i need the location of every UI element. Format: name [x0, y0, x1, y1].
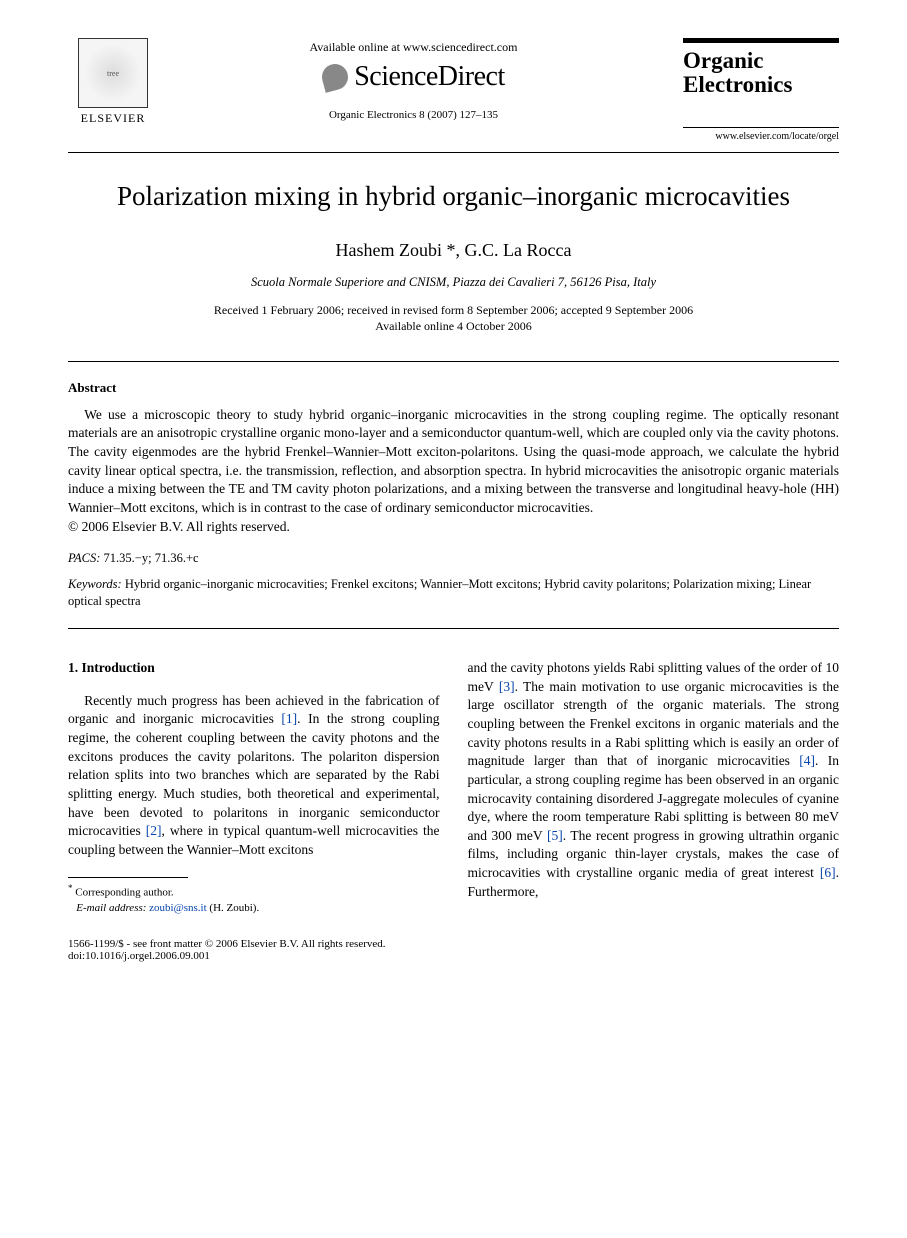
footnote-star-icon: *	[68, 883, 73, 893]
dates-line2: Available online 4 October 2006	[375, 319, 531, 333]
ref-4[interactable]: [4]	[799, 753, 815, 768]
intro-paragraph-left: Recently much progress has been achieved…	[68, 692, 440, 860]
pacs-label: PACS:	[68, 551, 100, 565]
column-right: and the cavity photons yields Rabi split…	[468, 659, 840, 916]
bottom-matter: 1566-1199/$ - see front matter © 2006 El…	[68, 938, 839, 962]
ref-3[interactable]: [3]	[499, 679, 515, 694]
front-matter-line: 1566-1199/$ - see front matter © 2006 El…	[68, 938, 386, 950]
page-header: tree ELSEVIER Available online at www.sc…	[68, 38, 839, 153]
section1-heading: 1. Introduction	[68, 659, 440, 678]
dates-block: Received 1 February 2006; received in re…	[68, 302, 839, 334]
available-online-line: Available online at www.sciencedirect.co…	[158, 40, 669, 55]
rule-above-abstract	[68, 361, 839, 362]
sciencedirect-text: ScienceDirect	[354, 61, 505, 93]
footnote-email-name: (H. Zoubi).	[209, 902, 259, 914]
abstract-text: We use a microscopic theory to study hyb…	[68, 406, 839, 518]
journal-name-line1: Organic	[683, 48, 764, 73]
body-columns: 1. Introduction Recently much progress h…	[68, 659, 839, 916]
abstract-copyright: © 2006 Elsevier B.V. All rights reserved…	[68, 519, 839, 535]
journal-block: Organic Electronics www.elsevier.com/loc…	[669, 38, 839, 142]
journal-name-line2: Electronics	[683, 72, 792, 97]
abstract-heading: Abstract	[68, 380, 839, 396]
elsevier-label: ELSEVIER	[81, 111, 146, 126]
col1-text-b: . In the strong coupling regime, the coh…	[68, 711, 440, 838]
ref-2[interactable]: [2]	[146, 823, 162, 838]
keywords-label: Keywords:	[68, 577, 122, 591]
elsevier-tree-icon: tree	[78, 38, 148, 108]
footnote-corresponding: Corresponding author.	[75, 887, 173, 899]
affiliation: Scuola Normale Superiore and CNISM, Piaz…	[68, 275, 839, 290]
footnote-block: * Corresponding author. E-mail address: …	[68, 882, 440, 915]
journal-url[interactable]: www.elsevier.com/locate/orgel	[683, 131, 839, 142]
citation-line: Organic Electronics 8 (2007) 127–135	[158, 109, 669, 121]
article-title: Polarization mixing in hybrid organic–in…	[68, 181, 839, 212]
journal-name: Organic Electronics	[683, 38, 839, 128]
sciencedirect-swirl-icon	[319, 61, 351, 93]
ref-5[interactable]: [5]	[547, 828, 563, 843]
ref-6[interactable]: [6]	[820, 865, 836, 880]
intro-paragraph-right: and the cavity photons yields Rabi split…	[468, 659, 840, 901]
authors-text: Hashem Zoubi *, G.C. La Rocca	[336, 240, 572, 260]
dates-line1: Received 1 February 2006; received in re…	[214, 303, 693, 317]
column-left: 1. Introduction Recently much progress h…	[68, 659, 440, 916]
footnote-rule	[68, 877, 188, 878]
sciencedirect-logo: ScienceDirect	[322, 61, 505, 93]
keywords-text: Hybrid organic–inorganic microcavities; …	[68, 577, 811, 608]
keywords-line: Keywords: Hybrid organic–inorganic micro…	[68, 576, 839, 610]
footnote-email[interactable]: zoubi@sns.it	[149, 902, 207, 914]
footnote-email-label: E-mail address:	[76, 902, 146, 914]
doi-line: doi:10.1016/j.orgel.2006.09.001	[68, 950, 210, 962]
col2-text-b: . The main motivation to use organic mic…	[468, 679, 840, 769]
header-center: Available online at www.sciencedirect.co…	[158, 38, 669, 121]
ref-1[interactable]: [1]	[281, 711, 297, 726]
authors-line: Hashem Zoubi *, G.C. La Rocca	[68, 240, 839, 261]
pacs-line: PACS: 71.35.−y; 71.36.+c	[68, 551, 839, 566]
elsevier-logo-block: tree ELSEVIER	[68, 38, 158, 126]
rule-below-keywords	[68, 628, 839, 629]
pacs-codes: 71.35.−y; 71.36.+c	[104, 551, 199, 565]
